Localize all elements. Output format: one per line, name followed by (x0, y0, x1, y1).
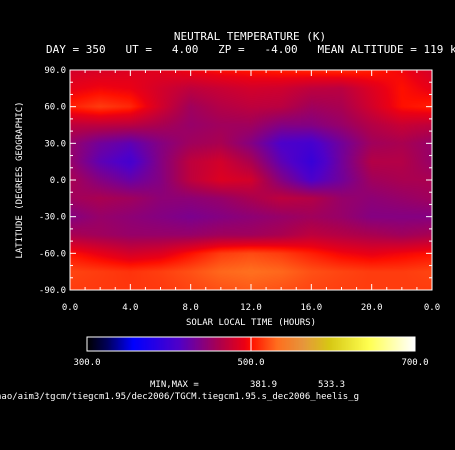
x-axis-ticks: 0.0 4.0 8.0 12.0 16.0 20.0 0.0 (62, 70, 440, 313)
chart-subtitle: DAY = 350 UT = 4.00 ZP = -4.00 MEAN ALTI… (46, 43, 455, 56)
y-axis-label: LATITUDE (DEGREES GEOGRAPHIC) (15, 101, 25, 258)
x-tick-label: 12.0 (240, 303, 262, 313)
y-axis-ticks: 90.0 60.0 30.0 0.0 -30.0 -60.0 -90.0 (39, 66, 432, 296)
source-filename: hao/aim3/tgcm/tiegcm1.95/dec2006/TGCM.ti… (0, 392, 359, 402)
x-tick-label: 20.0 (361, 303, 383, 313)
y-tick-label: -90.0 (39, 286, 66, 296)
y-tick-label: -60.0 (39, 249, 66, 259)
max-value: 533.3 (318, 380, 345, 390)
x-tick-label: 0.0 (424, 303, 440, 313)
y-tick-label: 90.0 (44, 66, 66, 76)
minmax-label: MIN,MAX = (150, 380, 199, 390)
colorbar-tick-label: 300.0 (73, 358, 100, 368)
temperature-heatmap (70, 70, 432, 290)
colorbar-tick-label: 700.0 (401, 358, 428, 368)
x-tick-label: 0.0 (62, 303, 78, 313)
colorbar: 300.0 500.0 700.0 (73, 336, 429, 368)
colorbar-ticks: 300.0 500.0 700.0 (73, 337, 429, 368)
x-tick-label: 16.0 (300, 303, 322, 313)
x-tick-label: 4.0 (122, 303, 138, 313)
x-axis-label: SOLAR LOCAL TIME (HOURS) (186, 318, 316, 328)
colorbar-tick-label: 500.0 (237, 358, 264, 368)
chart-title: NEUTRAL TEMPERATURE (K) (174, 30, 326, 43)
min-value: 381.9 (250, 380, 277, 390)
plot-area: 0.0 4.0 8.0 12.0 16.0 20.0 0.0 90.060.030.00.0… (39, 66, 440, 313)
y-tick-label: 0.0 (50, 176, 66, 186)
y-tick-label: -30.0 (39, 213, 66, 223)
x-tick-label: 8.0 (183, 303, 199, 313)
y-tick-label: 60.0 (44, 103, 66, 113)
y-tick-label: 30.0 (44, 139, 66, 149)
